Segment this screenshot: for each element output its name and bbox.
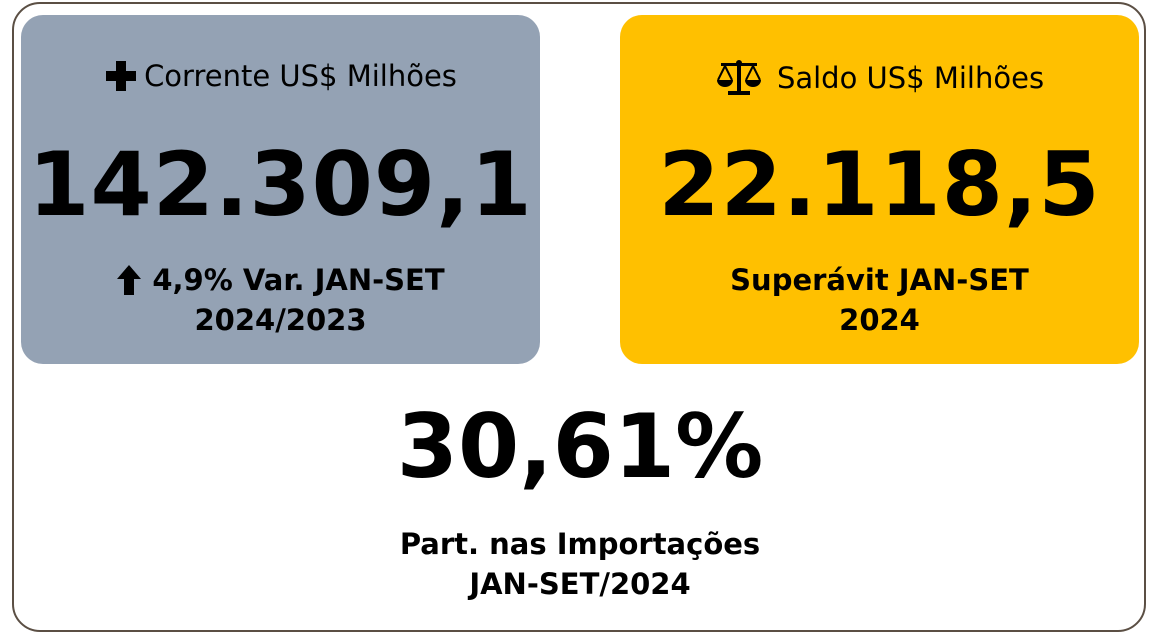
saldo-card: Saldo US$ Milhões 22.118,5 Superávit JAN… — [620, 15, 1139, 364]
saldo-label-text: Superávit JAN-SET — [730, 263, 1029, 297]
participacao-label: Part. nas Importações JAN-SET/2024 — [0, 524, 1150, 604]
panel-frame — [12, 2, 1146, 632]
corrente-variation: 4,9% Var. JAN-SET 2024/2023 — [21, 260, 540, 340]
corrente-title: Corrente US$ Milhões — [144, 59, 457, 93]
variation-text: 4,9% Var. JAN-SET — [152, 263, 445, 297]
corrente-card: Corrente US$ Milhões 142.309,1 4,9% Var.… — [21, 15, 540, 364]
saldo-period: 2024 — [839, 303, 920, 337]
saldo-value: 22.118,5 — [658, 133, 1101, 236]
scale-icon — [715, 59, 763, 97]
saldo-label: Superávit JAN-SET 2024 — [620, 260, 1139, 340]
variation-period: 2024/2023 — [194, 303, 367, 337]
saldo-header: Saldo US$ Milhões — [620, 59, 1139, 97]
plus-icon — [104, 59, 138, 93]
arrow-up-icon — [116, 264, 142, 296]
corrente-header: Corrente US$ Milhões — [21, 59, 540, 93]
participacao-period: JAN-SET/2024 — [469, 567, 691, 601]
corrente-value: 142.309,1 — [28, 133, 533, 236]
saldo-title: Saldo US$ Milhões — [776, 61, 1045, 95]
participacao-label-text: Part. nas Importações — [399, 527, 761, 561]
participacao-value: 30,61% — [396, 395, 764, 498]
